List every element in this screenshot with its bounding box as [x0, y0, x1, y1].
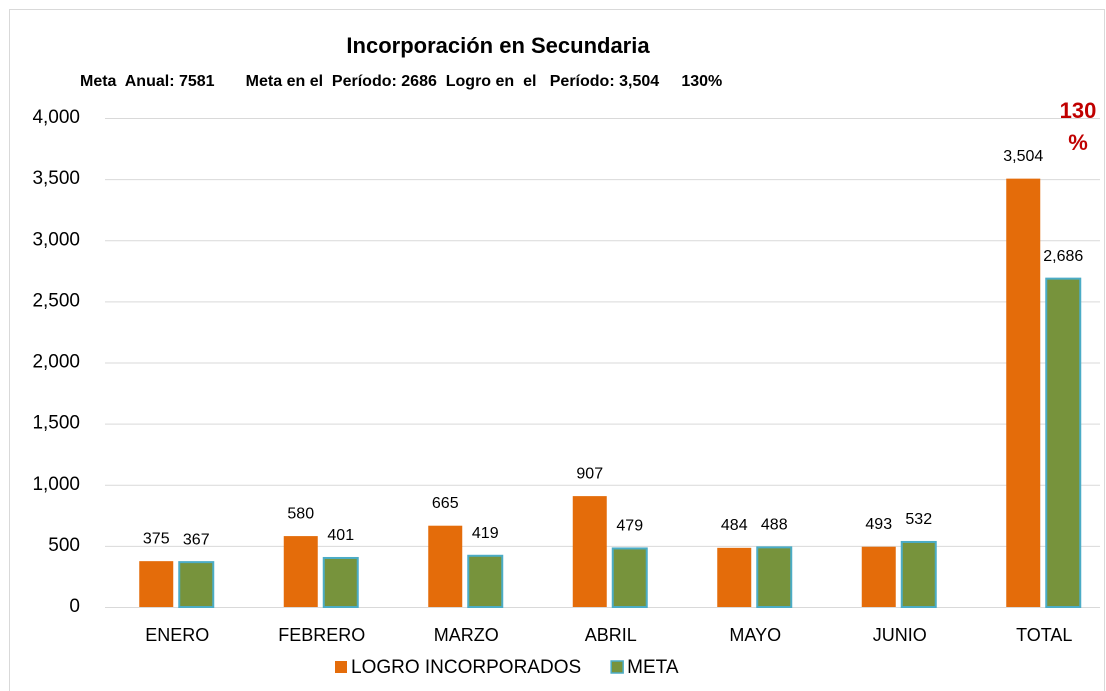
- x-tick-label: ABRIL: [585, 625, 637, 645]
- bar: [178, 561, 215, 609]
- y-tick-label: 0: [69, 596, 80, 617]
- bar: [283, 536, 318, 607]
- data-label: 401: [327, 527, 354, 544]
- y-tick-label: 1,000: [32, 474, 80, 495]
- data-label: 479: [616, 518, 643, 535]
- data-label: 907: [576, 465, 603, 482]
- legend-label: META: [627, 657, 679, 678]
- y-tick-label: 4,000: [32, 107, 80, 128]
- bar: [139, 561, 174, 607]
- data-label: 493: [865, 516, 892, 533]
- data-label: 3,504: [1003, 148, 1043, 165]
- x-tick-label: ENERO: [145, 625, 209, 645]
- bar: [717, 547, 752, 607]
- x-tick-label: MAYO: [729, 625, 781, 645]
- x-tick-label: JUNIO: [873, 625, 927, 645]
- bar: [428, 525, 463, 607]
- data-label: 484: [721, 517, 748, 534]
- bar: [322, 556, 359, 608]
- legend-swatch: [335, 661, 347, 673]
- data-label: 532: [905, 511, 932, 528]
- bar: [1006, 178, 1041, 608]
- legend-swatch: [610, 660, 624, 674]
- chart-title: Incorporación en Secundaria: [346, 33, 650, 58]
- y-tick-label: 3,500: [32, 168, 80, 189]
- x-tick-label: FEBRERO: [278, 625, 365, 645]
- data-label: 488: [761, 517, 788, 534]
- x-tick-label: TOTAL: [1016, 625, 1072, 645]
- bar: [611, 547, 648, 609]
- annotation: %: [1068, 130, 1088, 155]
- data-label: 419: [472, 525, 499, 542]
- bar: [861, 546, 896, 607]
- data-label: 665: [432, 495, 459, 512]
- chart-border: [9, 9, 1105, 691]
- y-tick-label: 2,000: [32, 352, 80, 373]
- y-tick-label: 2,500: [32, 290, 80, 311]
- y-tick-label: 3,000: [32, 229, 80, 250]
- bar: [467, 554, 504, 608]
- bar: [1045, 277, 1082, 608]
- annotation: 130: [1060, 98, 1097, 123]
- bar: [900, 540, 937, 609]
- x-tick-label: MARZO: [434, 625, 499, 645]
- bar: [756, 546, 793, 608]
- data-label: 375: [143, 530, 170, 547]
- data-label: 367: [183, 531, 210, 548]
- bar: [572, 496, 607, 607]
- data-label: 2,686: [1043, 248, 1083, 265]
- data-label: 580: [287, 505, 314, 522]
- y-tick-label: 1,500: [32, 413, 80, 434]
- chart-subtitle: Meta Anual: 7581 Meta en el Período: 268…: [80, 73, 722, 90]
- y-tick-label: 500: [48, 535, 80, 556]
- legend-label: LOGRO INCORPORADOS: [351, 657, 581, 678]
